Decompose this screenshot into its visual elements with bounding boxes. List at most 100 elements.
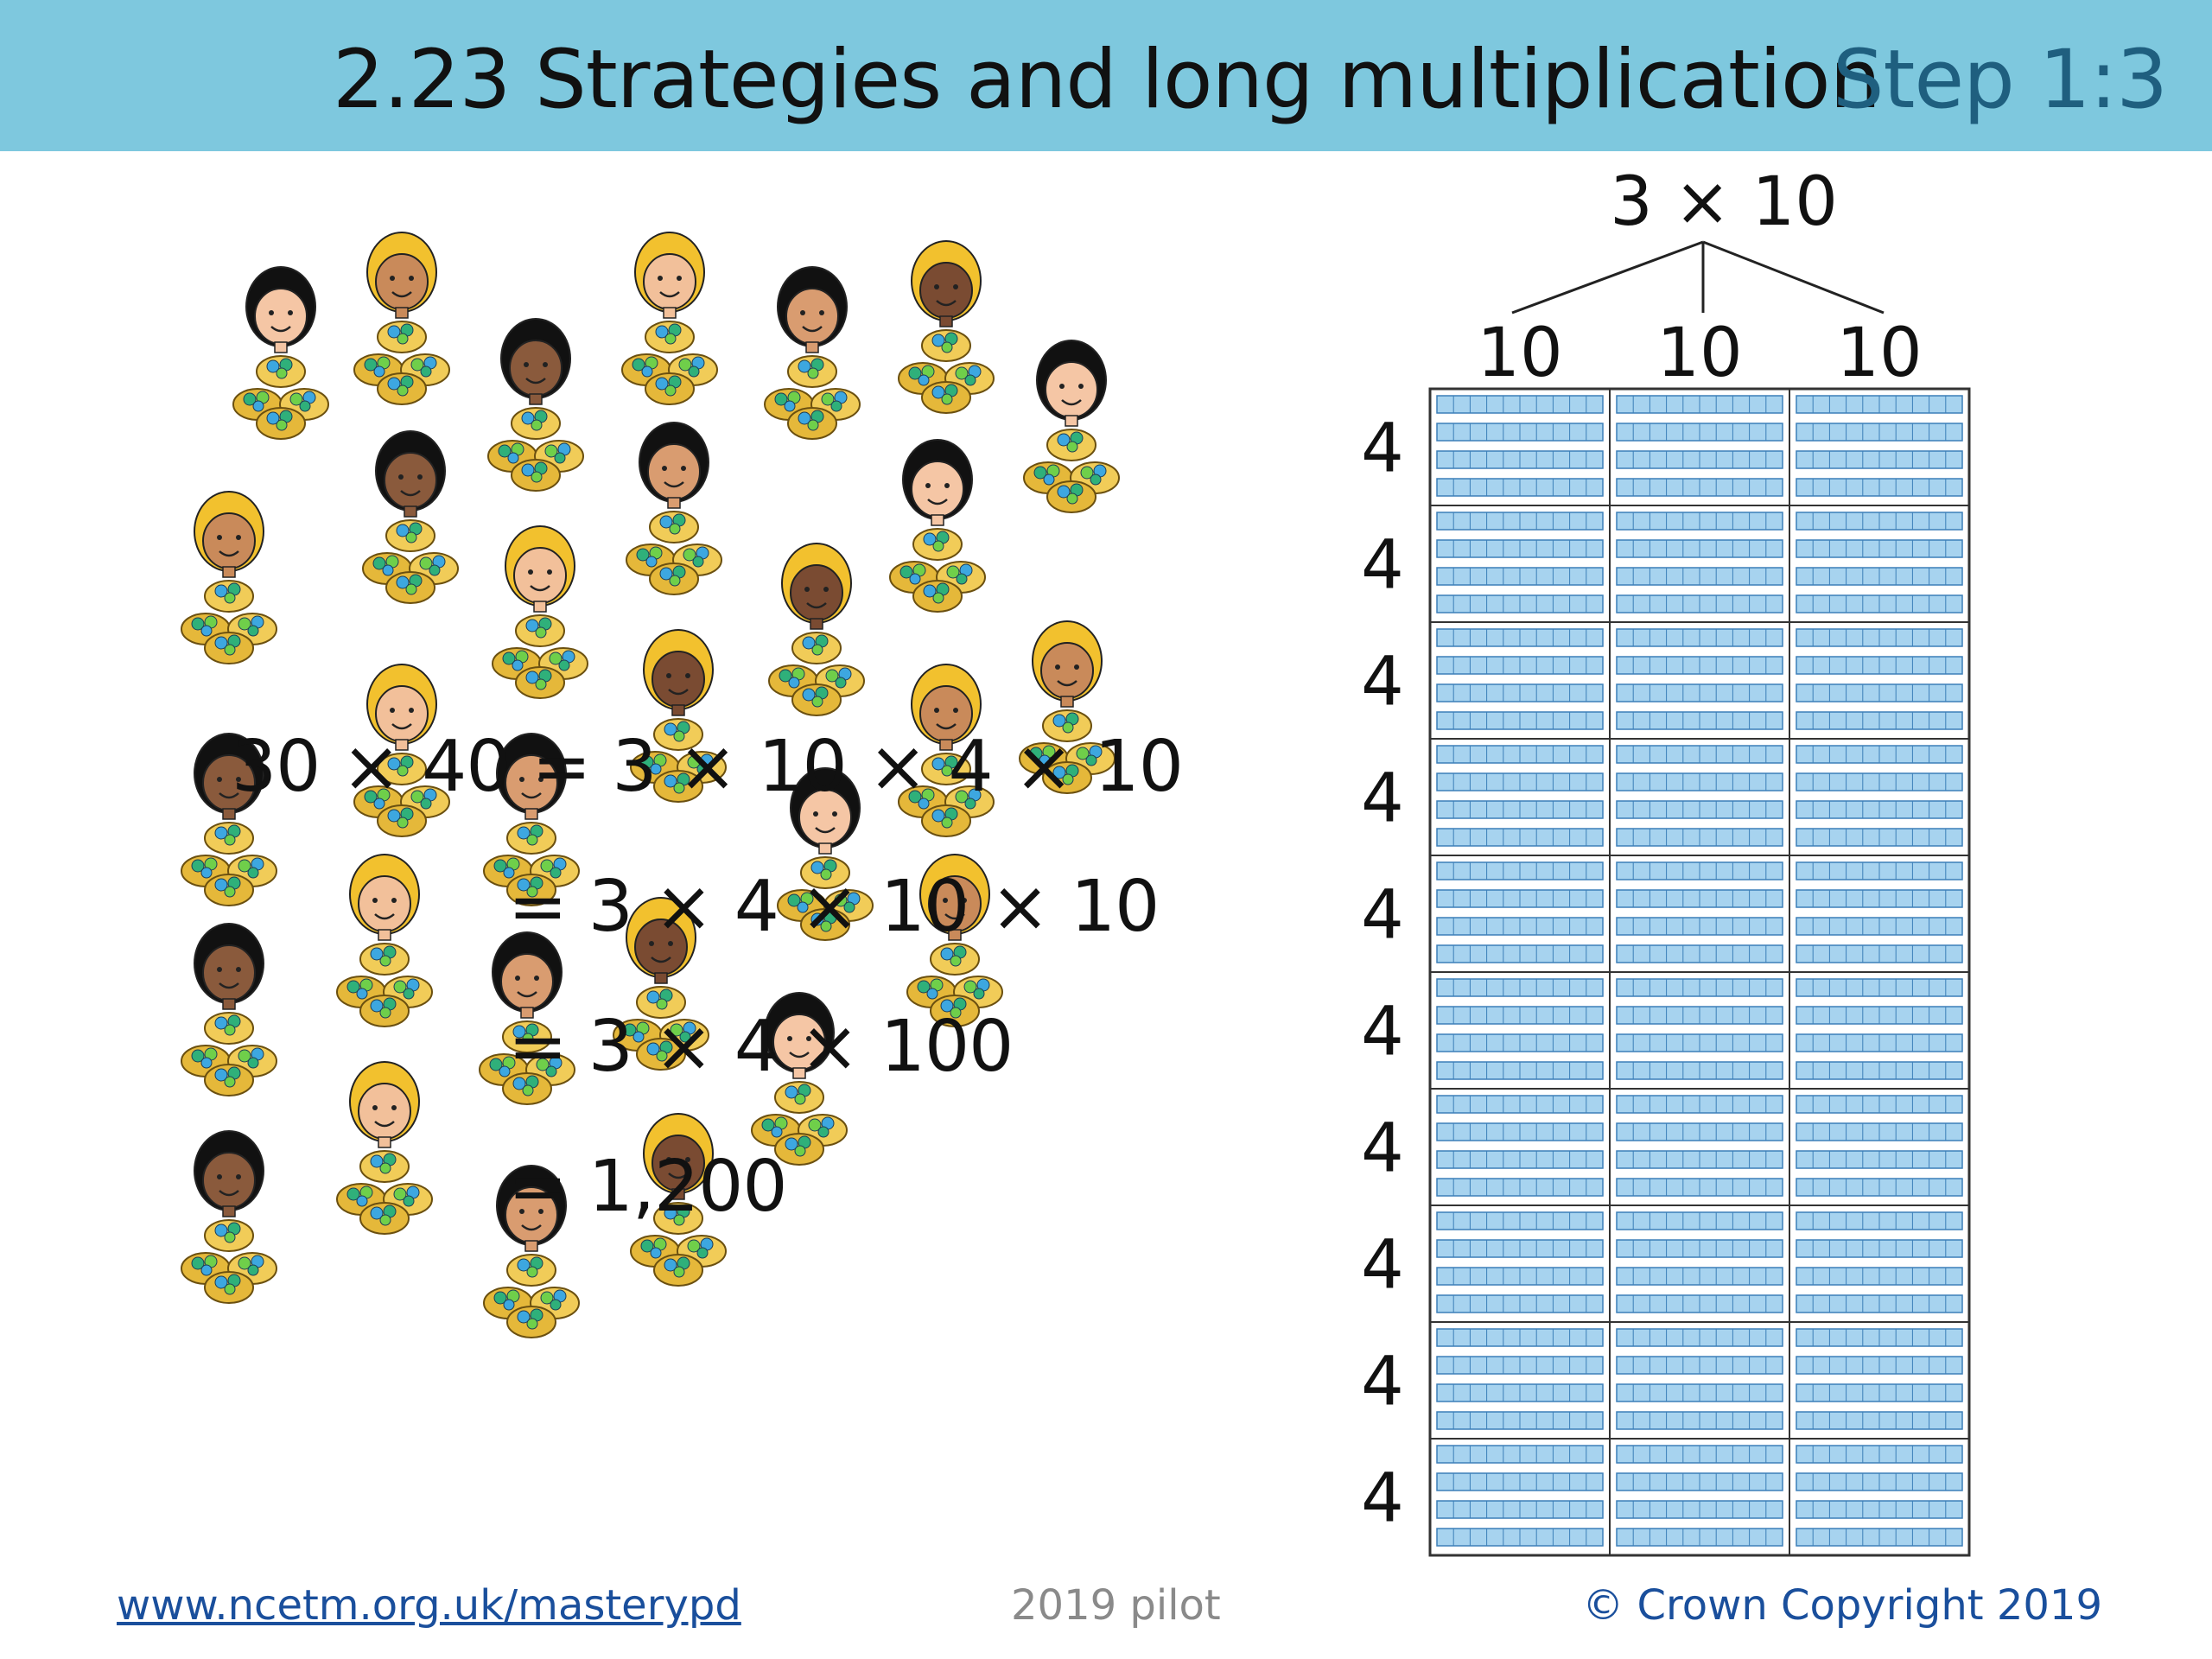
equation-line-1: 30 × 40 = 3 × 10 × 4 × 10	[232, 726, 1184, 808]
child-head	[626, 897, 696, 984]
child-head	[492, 931, 563, 1019]
array-block	[1609, 1438, 1790, 1556]
array-grid	[1428, 387, 1971, 1557]
row-label: 4	[1361, 644, 1404, 721]
array-block	[1429, 388, 1611, 506]
bag	[515, 614, 565, 647]
row-label: 4	[1361, 1460, 1404, 1538]
child-icon	[898, 664, 995, 837]
child-figure	[1015, 333, 1128, 523]
bag-pile	[181, 580, 277, 664]
bag	[787, 355, 837, 388]
child-figure	[346, 657, 458, 847]
child-icon	[1019, 620, 1116, 794]
column-labels: 10 10 10	[1477, 315, 1922, 392]
child-head	[366, 664, 437, 751]
child-figure	[328, 847, 441, 1037]
child-figure	[480, 311, 592, 501]
child-head	[781, 543, 852, 630]
bag-pile	[181, 1012, 277, 1096]
child-head	[375, 430, 446, 518]
child-figure	[622, 1106, 734, 1296]
child-head	[634, 232, 705, 319]
bag	[359, 995, 410, 1027]
child-icon	[181, 923, 277, 1096]
bag-pile	[181, 1219, 277, 1304]
bag	[791, 683, 842, 716]
branch-line-right	[1702, 240, 1885, 315]
child-figure	[1011, 613, 1123, 804]
bag	[377, 321, 427, 353]
row-label: 4	[1361, 760, 1404, 838]
bag-pile	[353, 753, 450, 837]
child-head	[911, 664, 982, 751]
child-icon	[181, 733, 277, 906]
child-icon	[898, 240, 995, 414]
bag	[359, 1202, 410, 1235]
child-icon	[764, 266, 861, 440]
bag-pile	[630, 718, 727, 803]
child-figure	[756, 259, 868, 449]
array-block	[1789, 1321, 1970, 1440]
bag	[912, 580, 963, 613]
bag-pile	[889, 528, 986, 613]
bag-pile	[353, 321, 450, 405]
child-icon	[777, 767, 874, 941]
bag-pile	[1023, 429, 1120, 513]
child-figure	[890, 233, 1002, 423]
bag	[377, 372, 427, 405]
child-figure	[769, 760, 881, 950]
array-block	[1789, 855, 1970, 973]
bag	[921, 381, 971, 414]
bag	[400, 353, 450, 386]
bag-pile	[764, 355, 861, 440]
children-illustration	[173, 207, 1123, 1547]
child-head	[500, 318, 571, 405]
child-figure	[475, 1158, 588, 1348]
child-head	[194, 1130, 264, 1217]
bag	[653, 1254, 703, 1287]
bag	[506, 1254, 556, 1287]
child-icon	[1023, 340, 1120, 513]
array-block	[1789, 388, 1970, 506]
child-figure	[346, 225, 458, 415]
child-icon	[181, 491, 277, 664]
child-icon	[768, 543, 865, 716]
bag	[204, 1064, 254, 1096]
bag-pile	[487, 407, 584, 492]
child-figure	[471, 925, 583, 1115]
bag	[1046, 480, 1096, 513]
bag	[515, 666, 565, 699]
bag	[359, 1150, 410, 1183]
ncetm-link[interactable]: www.ncetm.org.uk/masterypd	[117, 1581, 741, 1630]
child-head	[639, 422, 709, 509]
bag	[502, 1020, 552, 1053]
child-figure	[225, 259, 337, 449]
child-figure	[890, 657, 1002, 847]
child-head	[643, 1113, 714, 1200]
child-icon	[353, 232, 450, 405]
child-icon	[479, 931, 575, 1105]
child-head	[505, 525, 575, 613]
equation-line-2: = 3 × 4 × 10 × 10	[508, 866, 1160, 948]
bag-pile	[621, 321, 718, 405]
child-icon	[626, 422, 722, 595]
child-head	[366, 232, 437, 319]
array-diagram-svg: 3 × 10 10 10 10 4 4 4 4 4 4 4 4 4 4	[1361, 163, 1971, 1557]
bag	[204, 580, 254, 613]
child-icon	[630, 1113, 727, 1287]
child-icon	[630, 629, 727, 803]
bag	[1042, 709, 1092, 742]
bag	[912, 528, 963, 561]
bag	[621, 353, 671, 386]
child-head	[194, 923, 264, 1010]
bag	[359, 943, 410, 976]
child-head	[643, 629, 714, 716]
bag-pile	[479, 1020, 575, 1105]
bag	[377, 753, 427, 785]
child-head	[349, 854, 420, 941]
array-block	[1789, 971, 1970, 1090]
array-block	[1429, 1438, 1611, 1556]
child-figure	[760, 536, 873, 726]
child-figure	[484, 518, 596, 709]
